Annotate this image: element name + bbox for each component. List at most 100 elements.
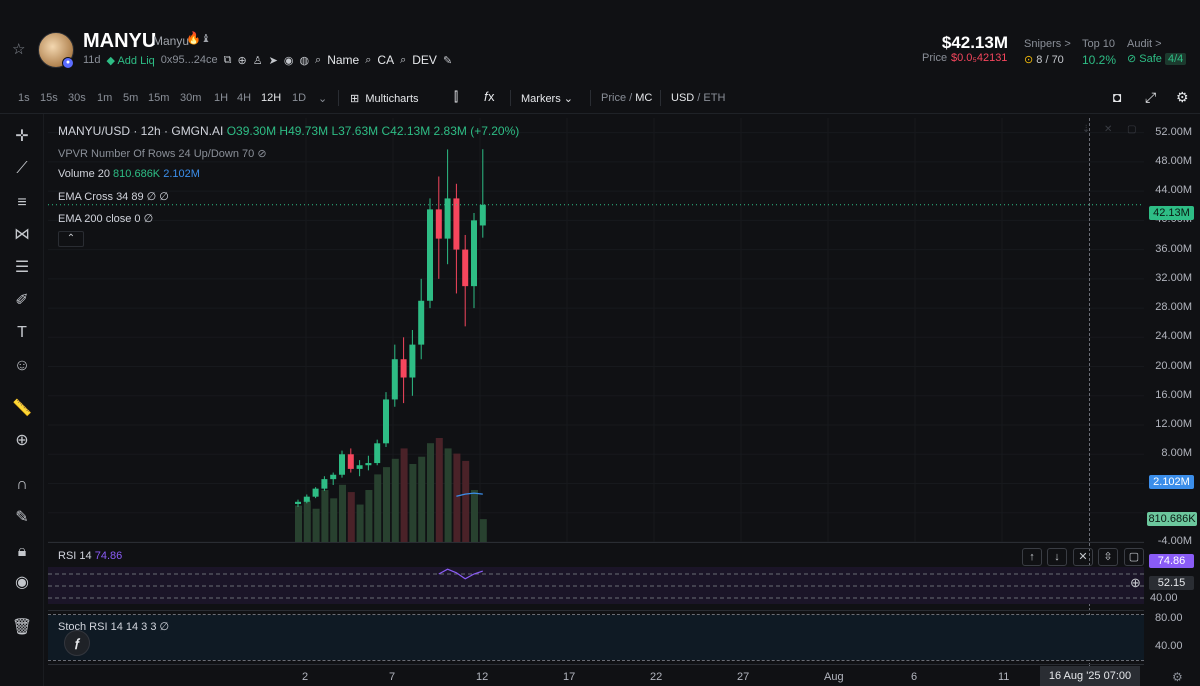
stoch-legend[interactable]: Stoch RSI 14 14 3 3 ∅ xyxy=(58,621,170,633)
chart-toolbar xyxy=(0,84,1200,114)
trend-line-icon[interactable]: ⟋ xyxy=(16,160,28,177)
website-icon[interactable]: ⊕ xyxy=(237,54,247,67)
collapse-legend-button[interactable]: ⌃ xyxy=(58,231,84,247)
search-dev-link[interactable]: DEV xyxy=(412,53,437,67)
settings-gear-icon[interactable]: ⚙ xyxy=(1176,89,1189,105)
mc-toggle[interactable]: MC xyxy=(635,92,653,104)
user-icon[interactable]: ♙ xyxy=(252,54,263,67)
timeframe-1d[interactable]: 1D xyxy=(292,92,307,104)
pane-divider[interactable] xyxy=(48,610,1144,611)
rsi-pane[interactable] xyxy=(48,542,1144,608)
pane-divider[interactable] xyxy=(48,542,1144,543)
candle-body[interactable] xyxy=(303,496,310,502)
timeframe-4h[interactable]: 4H xyxy=(237,92,252,104)
timeframe-30s[interactable]: 30s xyxy=(68,92,86,104)
candle-body[interactable] xyxy=(312,488,319,497)
candle-body[interactable] xyxy=(400,359,407,378)
close-pane-icon[interactable]: ✕ xyxy=(1073,548,1093,566)
scanner-icon[interactable]: ◍ xyxy=(299,54,310,67)
search-ca-link[interactable]: CA xyxy=(377,53,395,67)
hide-eye-icon[interactable]: ⊘ xyxy=(257,148,267,160)
crosshair-icon[interactable]: ✛ xyxy=(15,128,29,145)
ema200-legend[interactable]: EMA 200 close 0 ∅ xyxy=(58,213,154,225)
brush-icon[interactable]: ✐ xyxy=(15,292,29,309)
timeframe-12h[interactable]: 12H xyxy=(261,92,282,104)
lock-drawing-icon[interactable]: ✎ xyxy=(15,509,29,526)
candle-type-icon[interactable]: ⫿ xyxy=(454,89,459,104)
price-toggle[interactable]: Price / MC xyxy=(601,92,653,104)
copy-icon[interactable]: ⧉ xyxy=(223,53,232,66)
fullscreen-icon[interactable]: ⤢ xyxy=(1145,89,1157,105)
move-pane-down-icon[interactable]: ↓ xyxy=(1047,548,1067,566)
collapse-pane-icon[interactable]: ⇳ xyxy=(1098,548,1118,566)
axis-settings-icon[interactable]: ⚙ xyxy=(1172,670,1183,684)
rsi-legend[interactable]: RSI 14 74.86 xyxy=(58,550,123,562)
candle-body[interactable] xyxy=(347,454,354,469)
candle-body[interactable] xyxy=(435,209,442,239)
pane-close-icon[interactable]: ✕ xyxy=(1104,124,1113,135)
search-name-link[interactable]: Name xyxy=(327,53,360,67)
favorite-star-icon[interactable]: ☆ xyxy=(12,41,26,58)
telegram-icon[interactable]: ➤ xyxy=(268,54,278,67)
screenshot-camera-icon[interactable]: ◘ xyxy=(1113,89,1122,105)
snipers-label[interactable]: Snipers > xyxy=(1024,38,1071,50)
pane-down-icon[interactable]: ⇣ xyxy=(1082,124,1091,135)
candle-body[interactable] xyxy=(321,479,328,489)
maximize-pane-icon[interactable]: ▢ xyxy=(1124,548,1144,566)
pattern-icon[interactable]: ⋈ xyxy=(14,226,30,243)
magnet-icon[interactable]: ∩ xyxy=(16,476,28,493)
emoji-icon[interactable]: ☺ xyxy=(13,357,31,374)
pane-maximize-icon[interactable]: ▢ xyxy=(1127,124,1137,135)
volume-legend[interactable]: Volume 20 810.686K 2.102M xyxy=(58,168,200,180)
candle-body[interactable] xyxy=(453,198,460,250)
ema-cross-legend[interactable]: EMA Cross 34 89 ∅ ∅ xyxy=(58,191,169,203)
audit-label[interactable]: Audit > xyxy=(1127,38,1162,50)
candle-body[interactable] xyxy=(383,399,389,444)
ruler-icon[interactable]: 📏 xyxy=(12,400,32,417)
contract-address[interactable]: 0x95...24ce xyxy=(160,54,218,66)
pump-icon[interactable]: ◉ xyxy=(283,54,294,67)
candle-body[interactable] xyxy=(409,344,416,378)
add-crosshair-plus-icon[interactable]: ⊕ xyxy=(1130,575,1141,590)
fib-icon[interactable]: ☰ xyxy=(14,259,30,276)
candle-body[interactable] xyxy=(418,300,425,345)
indicators-fx-icon[interactable]: 𝑓x xyxy=(484,89,495,104)
timeframe-15m[interactable]: 15m xyxy=(148,92,170,104)
candle-body[interactable] xyxy=(295,501,301,504)
multicharts-button[interactable]: ⊞ Multicharts xyxy=(350,93,419,105)
time-axis[interactable]: 2 7 12 17 22 27 Aug 6 11 xyxy=(48,664,1144,686)
timeframe-5m[interactable]: 5m xyxy=(123,92,139,104)
timeframe-1m[interactable]: 1m xyxy=(97,92,113,104)
horizontal-lines-icon[interactable]: ≡ xyxy=(17,194,27,211)
timeframe-15s[interactable]: 15s xyxy=(40,92,58,104)
timeframe-1s[interactable]: 1s xyxy=(18,92,30,104)
candle-body[interactable] xyxy=(356,465,363,469)
candle-body[interactable] xyxy=(391,359,398,400)
candle-body[interactable] xyxy=(471,220,477,287)
trash-icon[interactable]: 🗑︎ xyxy=(11,619,33,636)
candle-body[interactable] xyxy=(330,474,337,480)
indicator-fx-button[interactable]: 𝑓 xyxy=(64,630,90,656)
visibility-eye-icon[interactable]: ◉ xyxy=(15,574,29,591)
candle-body[interactable] xyxy=(462,249,469,287)
zoom-in-icon[interactable]: ⊕ xyxy=(15,432,29,449)
candle-body[interactable] xyxy=(444,198,451,239)
candle-body[interactable] xyxy=(339,454,345,475)
markers-dropdown[interactable]: Markers ⌄ xyxy=(521,93,574,105)
move-pane-up-icon[interactable]: ↑ xyxy=(1022,548,1042,566)
text-icon[interactable]: T xyxy=(17,324,27,341)
vpvr-legend[interactable]: VPVR Number Of Rows 24 Up/Down 70 ⊘ xyxy=(58,148,267,160)
candlestick-chart[interactable] xyxy=(48,118,1144,542)
lock-icon[interactable]: 🔒︎ xyxy=(17,543,27,560)
edit-icon[interactable]: ✎ xyxy=(442,54,453,67)
timeframe-30m[interactable]: 30m xyxy=(180,92,202,104)
candle-body[interactable] xyxy=(479,204,486,226)
candle-body[interactable] xyxy=(427,209,433,301)
timeframe-dropdown-icon[interactable]: ⌄ xyxy=(318,93,328,105)
candle-body[interactable] xyxy=(365,463,372,466)
price-chart[interactable] xyxy=(48,118,1144,542)
currency-toggle[interactable]: USD / ETH xyxy=(671,92,726,104)
price-axis[interactable]: 52.00M48.00M44.00M40.00M36.00M32.00M28.0… xyxy=(1144,118,1200,547)
timeframe-1h[interactable]: 1H xyxy=(214,92,229,104)
candle-body[interactable] xyxy=(374,443,381,464)
